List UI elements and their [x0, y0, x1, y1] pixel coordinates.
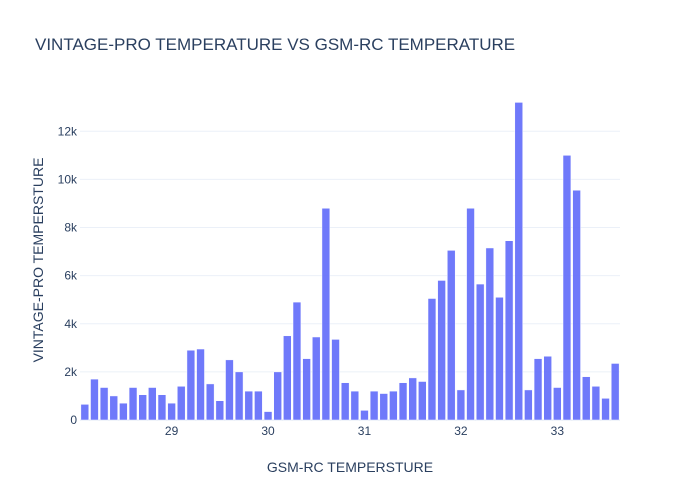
- x-tick-labels: 29 30 31 32 33: [165, 424, 564, 438]
- bar[interactable]: [167, 402, 176, 421]
- x-tick-label: 32: [454, 424, 468, 438]
- bar[interactable]: [90, 378, 99, 421]
- bar[interactable]: [398, 382, 408, 421]
- bar[interactable]: [418, 381, 427, 421]
- bar[interactable]: [215, 400, 225, 421]
- y-tick-labels: 0 2k 4k 6k 8k 10k 12k: [58, 124, 78, 427]
- bar[interactable]: [331, 339, 340, 421]
- bar[interactable]: [447, 250, 456, 421]
- bar[interactable]: [128, 387, 138, 421]
- bar[interactable]: [225, 359, 234, 421]
- y-tick-label: 2k: [64, 365, 78, 379]
- bar[interactable]: [273, 371, 282, 421]
- bar[interactable]: [186, 349, 196, 421]
- bar[interactable]: [389, 390, 398, 421]
- bar[interactable]: [553, 387, 562, 421]
- bar[interactable]: [369, 390, 379, 421]
- bar[interactable]: [495, 297, 504, 421]
- bar[interactable]: [514, 102, 523, 421]
- y-tick-label: 4k: [64, 317, 78, 331]
- bar-series: [80, 102, 620, 421]
- bar[interactable]: [99, 387, 109, 421]
- bar[interactable]: [292, 301, 302, 421]
- bar[interactable]: [504, 240, 514, 421]
- bar[interactable]: [466, 208, 475, 421]
- bar[interactable]: [205, 383, 215, 421]
- bar[interactable]: [350, 390, 360, 421]
- y-axis-title: VINTAGE-PRO TEMPERSTURE: [30, 158, 46, 363]
- bar[interactable]: [360, 410, 369, 421]
- bar[interactable]: [601, 398, 610, 421]
- bar[interactable]: [408, 377, 417, 421]
- x-tick-label: 29: [165, 424, 179, 438]
- bar[interactable]: [591, 386, 601, 421]
- bar[interactable]: [254, 390, 263, 421]
- bar[interactable]: [379, 393, 388, 421]
- bar[interactable]: [302, 358, 311, 421]
- bar[interactable]: [148, 387, 157, 421]
- bar[interactable]: [340, 382, 350, 421]
- bar[interactable]: [562, 155, 572, 421]
- bar[interactable]: [138, 394, 147, 421]
- bar[interactable]: [610, 363, 620, 421]
- bar[interactable]: [524, 389, 533, 421]
- bar[interactable]: [572, 189, 581, 421]
- y-tick-label: 12k: [58, 124, 78, 138]
- bar[interactable]: [109, 395, 118, 421]
- bar[interactable]: [283, 335, 292, 421]
- bar[interactable]: [437, 280, 446, 421]
- bar[interactable]: [427, 298, 437, 421]
- x-tick-label: 33: [551, 424, 565, 438]
- bar[interactable]: [485, 247, 495, 421]
- y-tick-label: 0: [70, 413, 77, 427]
- bar[interactable]: [234, 371, 244, 421]
- y-tick-label: 6k: [64, 269, 78, 283]
- bar[interactable]: [456, 389, 466, 421]
- bar[interactable]: [475, 283, 485, 421]
- bar[interactable]: [119, 402, 128, 421]
- bar[interactable]: [312, 336, 321, 421]
- chart-title: VINTAGE-PRO TEMPERATURE VS GSM-RC TEMPER…: [35, 35, 515, 54]
- bar[interactable]: [543, 355, 552, 421]
- bar[interactable]: [321, 208, 331, 421]
- x-tick-label: 30: [261, 424, 275, 438]
- y-tick-label: 10k: [58, 172, 78, 186]
- bar[interactable]: [263, 411, 273, 421]
- x-axis-title: GSM-RC TEMPERSTURE: [267, 459, 433, 475]
- x-tick-label: 31: [358, 424, 372, 438]
- bar[interactable]: [177, 386, 186, 421]
- bar[interactable]: [533, 358, 543, 421]
- bar[interactable]: [157, 394, 167, 421]
- bar[interactable]: [80, 404, 90, 421]
- y-tick-label: 8k: [64, 221, 78, 235]
- bar[interactable]: [582, 376, 591, 421]
- bar[interactable]: [244, 390, 253, 421]
- bar[interactable]: [196, 348, 205, 421]
